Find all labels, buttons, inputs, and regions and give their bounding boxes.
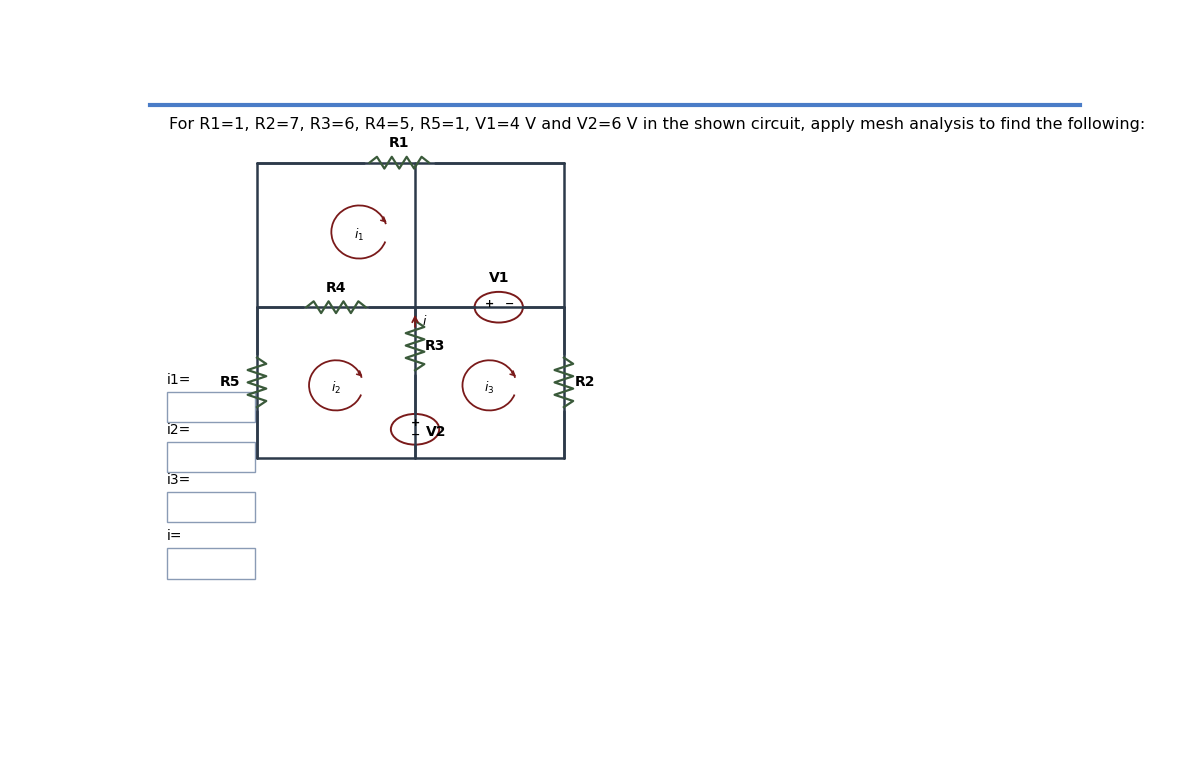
Text: −: − — [505, 299, 515, 309]
Text: R1: R1 — [389, 136, 409, 149]
FancyBboxPatch shape — [167, 391, 256, 422]
Text: +: + — [410, 418, 420, 428]
Text: i2=: i2= — [167, 423, 191, 437]
Text: +: + — [485, 299, 494, 309]
Text: V2: V2 — [426, 425, 446, 439]
Text: $i$: $i$ — [422, 314, 428, 328]
Text: i1=: i1= — [167, 373, 191, 387]
Text: −: − — [410, 430, 420, 440]
Text: R5: R5 — [220, 375, 240, 389]
FancyBboxPatch shape — [167, 492, 256, 522]
Text: R2: R2 — [575, 375, 595, 389]
FancyBboxPatch shape — [167, 548, 256, 578]
Text: For R1=1, R2=7, R3=6, R4=5, R5=1, V1=4 V and V2=6 V in the shown circuit, apply : For R1=1, R2=7, R3=6, R4=5, R5=1, V1=4 V… — [168, 116, 1145, 132]
Text: R3: R3 — [425, 339, 445, 352]
FancyBboxPatch shape — [167, 442, 256, 473]
Text: i=: i= — [167, 529, 182, 543]
Text: $i_2$: $i_2$ — [331, 380, 341, 396]
Text: V1: V1 — [488, 271, 509, 285]
Text: i3=: i3= — [167, 473, 191, 487]
Text: $i_1$: $i_1$ — [354, 227, 365, 243]
Text: R4: R4 — [325, 281, 347, 296]
Text: $i_3$: $i_3$ — [485, 380, 494, 396]
